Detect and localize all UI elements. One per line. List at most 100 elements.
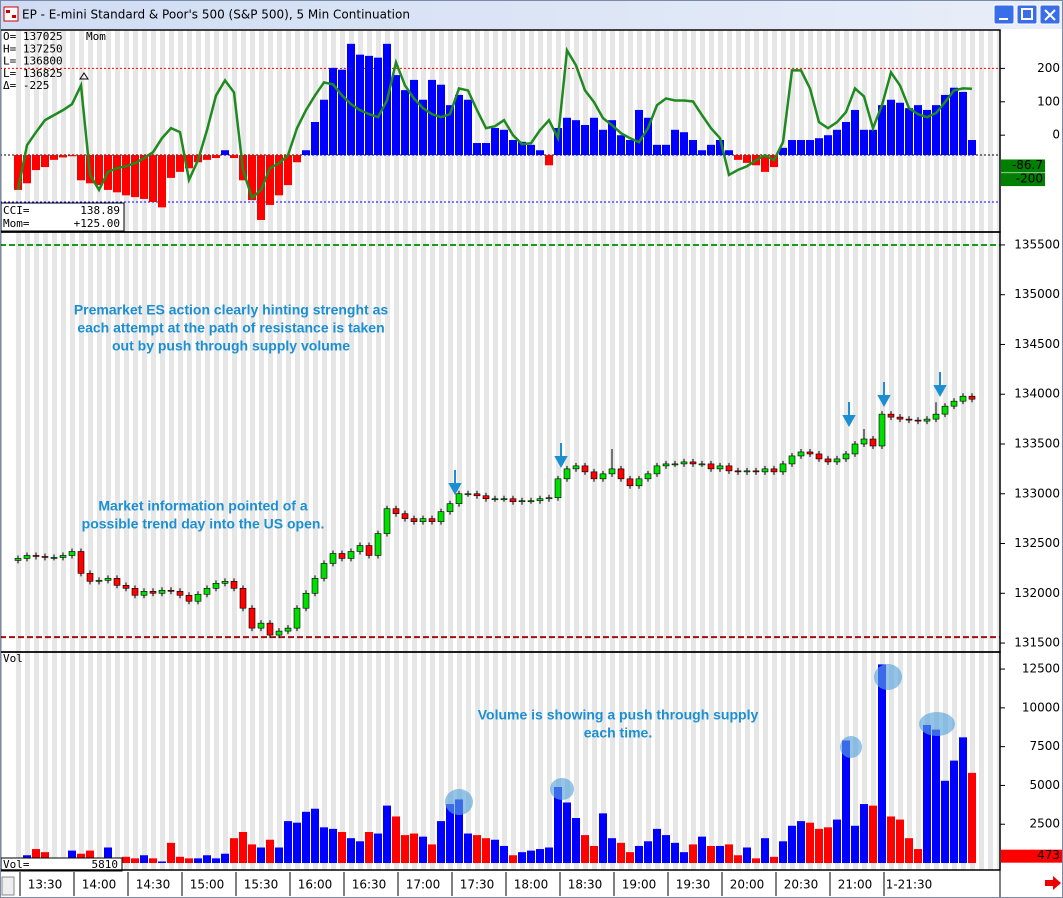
x-tick-label: 14:00 — [82, 878, 117, 892]
mom-bar — [266, 155, 274, 205]
pane-title: Mom — [86, 30, 106, 43]
volume-bar — [608, 838, 616, 864]
ohlc-readout: H= 137250 — [3, 42, 63, 55]
y-tick-label: 5000 — [1029, 778, 1060, 792]
readout-name: Mom= — [3, 217, 30, 230]
y-tick-label: 135500 — [1014, 237, 1060, 251]
stripe — [448, 30, 453, 870]
mom-bar — [644, 117, 652, 156]
arrowhead — [554, 456, 568, 469]
volume-bar — [239, 831, 247, 864]
mom-bar — [527, 144, 535, 156]
annotation: Market information pointed of a — [98, 498, 307, 514]
arrowhead — [842, 415, 856, 428]
volume-bar — [851, 825, 859, 864]
stripe — [394, 30, 399, 870]
volume-bar — [383, 805, 391, 864]
mom-bar — [518, 141, 526, 156]
maximize-button[interactable] — [1016, 4, 1038, 25]
stripe — [421, 30, 426, 870]
readout-name: Vol= — [3, 858, 30, 871]
volume-bar — [356, 841, 364, 864]
mom-bar — [59, 155, 67, 158]
y-tick-label: 100 — [1037, 94, 1060, 108]
mom-bar — [545, 155, 553, 166]
candle-body — [941, 405, 949, 415]
mom-bar — [968, 140, 976, 156]
volume-bar — [491, 839, 499, 864]
marker-label: 473 — [1037, 848, 1060, 862]
mom-bar — [509, 140, 517, 156]
mom-bar — [32, 155, 40, 171]
volume-bar — [293, 822, 301, 864]
mom-bar — [122, 155, 130, 196]
mom-bar — [581, 124, 589, 156]
mom-bar — [482, 143, 490, 156]
mom-bar — [212, 155, 220, 159]
minimize-button[interactable] — [993, 4, 1015, 25]
mom-bar — [878, 105, 886, 156]
volume-bar — [806, 822, 814, 864]
volume-bar — [815, 828, 823, 864]
stripe — [754, 30, 759, 870]
mom-bar — [284, 155, 292, 186]
candle-body — [860, 438, 868, 445]
mom-bar — [248, 155, 256, 201]
scroll-box[interactable] — [1, 876, 15, 896]
y-tick-label: 12500 — [1022, 662, 1060, 676]
candle-body — [536, 498, 544, 502]
mom-bar — [158, 155, 166, 208]
marker-box — [1001, 159, 1045, 173]
candle-body — [293, 607, 301, 629]
candle-body — [401, 513, 409, 519]
candle-body — [464, 493, 472, 496]
stripe — [430, 30, 435, 870]
candle-body — [878, 413, 886, 447]
candle-body — [104, 578, 112, 581]
app-icon-glyph — [6, 10, 16, 18]
stripe — [88, 30, 93, 870]
mom-bar — [905, 108, 913, 156]
annotation: each time. — [584, 725, 652, 741]
mom-bar — [572, 120, 580, 156]
stripe — [151, 30, 156, 870]
mom-bar — [923, 109, 931, 156]
stripe — [484, 30, 489, 870]
stripe — [691, 30, 696, 870]
volume-bar — [563, 802, 571, 864]
mom-bar — [680, 132, 688, 156]
candle-body — [86, 573, 94, 582]
y-tick-label: 0 — [1052, 128, 1060, 142]
volume-bar — [968, 772, 976, 864]
x-tick-label: 13:30 — [28, 878, 63, 892]
candle-body — [887, 413, 895, 418]
stripe — [142, 30, 147, 870]
candle-body — [806, 451, 814, 455]
mom-bar — [77, 155, 85, 181]
annotation: each attempt at the path of resistance i… — [77, 320, 384, 336]
scroll-right-arrow[interactable] — [1045, 876, 1061, 890]
window-title: EP - E-mini Standard & Poor's 500 (S&P 5… — [22, 8, 410, 22]
candle-body — [554, 478, 562, 499]
stripe — [169, 30, 174, 870]
mom-bar — [500, 129, 508, 156]
mom-bar — [23, 155, 31, 184]
candle-body — [914, 419, 922, 422]
volume-bar — [338, 831, 346, 864]
stripe — [196, 30, 201, 870]
stripe — [214, 30, 219, 870]
candle-body — [959, 395, 967, 402]
stripe — [70, 30, 75, 870]
stripe — [889, 30, 894, 870]
mom-bar — [392, 75, 400, 156]
volume-bar — [824, 827, 832, 864]
candle-body — [716, 465, 724, 470]
x-tick-label: 14:30 — [136, 878, 171, 892]
stripe — [556, 30, 561, 870]
candle-body — [491, 498, 499, 501]
volume-bar — [536, 849, 544, 864]
volume-bar — [176, 856, 184, 864]
maximize-glyph — [1021, 8, 1033, 20]
volume-bar — [698, 836, 706, 864]
